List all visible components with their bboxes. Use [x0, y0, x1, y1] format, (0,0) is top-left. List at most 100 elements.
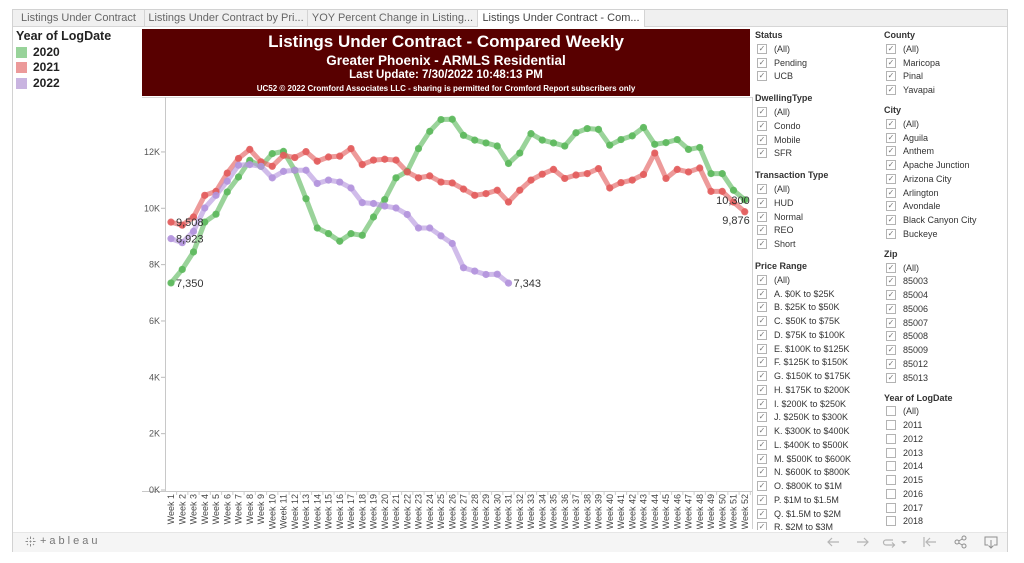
filter-checkbox-item[interactable]: ✓ 85013: [884, 371, 1005, 385]
data-point-2020[interactable]: [628, 132, 636, 140]
checkbox-checked[interactable]: ✓: [757, 453, 767, 464]
filter-checkbox-item[interactable]: ✓ L. $400K to $500K: [755, 438, 880, 452]
data-point-2020[interactable]: [426, 127, 434, 135]
filter-checkbox-item[interactable]: ✓ Avondale: [884, 200, 1005, 214]
filter-checkbox-item[interactable]: ✓ D. $75K to $100K: [755, 328, 880, 342]
filter-checkbox-item[interactable]: ✓ 85006: [884, 302, 1005, 316]
filter-checkbox-item[interactable]: ✓ J. $250K to $300K: [755, 411, 880, 425]
checkbox-checked[interactable]: ✓: [886, 132, 896, 143]
data-point-2020[interactable]: [336, 237, 344, 245]
checkbox-checked[interactable]: ✓: [886, 118, 896, 129]
tab-listings-under-contract[interactable]: Listings Under Contract: [13, 10, 145, 26]
filter-checkbox-item[interactable]: ✓ Arlington: [884, 186, 1005, 200]
checkbox-checked[interactable]: ✓: [886, 317, 896, 328]
filter-checkbox-item[interactable]: ✓ 85012: [884, 357, 1005, 371]
data-point-2021[interactable]: [572, 171, 580, 179]
checkbox-checked[interactable]: ✓: [757, 494, 767, 505]
data-point-2021[interactable]: [459, 185, 468, 193]
data-point-2022[interactable]: [448, 239, 456, 248]
data-point-2021[interactable]: [178, 221, 186, 229]
filter-checkbox-item[interactable]: ✓ C. $50K to $75K: [755, 314, 880, 328]
filter-checkbox-item[interactable]: ✓ Anthem: [884, 145, 1005, 159]
filter-checkbox-item[interactable]: 2015: [884, 473, 1005, 487]
filter-checkbox-item[interactable]: 2014: [884, 460, 1005, 474]
data-point-2020[interactable]: [572, 129, 580, 137]
tableau-logo[interactable]: +ableau: [25, 535, 100, 547]
checkbox-checked[interactable]: ✓: [757, 398, 767, 409]
checkbox-checked[interactable]: ✓: [757, 426, 767, 437]
checkbox-checked[interactable]: ✓: [757, 357, 767, 368]
data-point-2020[interactable]: [549, 139, 558, 147]
data-point-2021[interactable]: [437, 178, 445, 186]
data-point-2020[interactable]: [459, 131, 468, 139]
data-point-2022[interactable]: [302, 166, 310, 174]
data-point-2020[interactable]: [392, 174, 400, 182]
data-point-2020[interactable]: [448, 115, 456, 123]
checkbox-checked[interactable]: ✓: [757, 225, 767, 236]
checkbox-checked[interactable]: ✓: [886, 303, 896, 314]
data-point-2020[interactable]: [504, 159, 513, 168]
data-point-2021[interactable]: [606, 184, 614, 192]
checkbox-checked[interactable]: ✓: [757, 107, 767, 118]
data-point-2022[interactable]: [369, 199, 378, 208]
data-point-2022[interactable]: [403, 210, 411, 219]
data-point-2022[interactable]: [414, 224, 423, 232]
filter-checkbox-item[interactable]: ✓ 85009: [884, 343, 1005, 357]
data-point-2020[interactable]: [201, 218, 209, 226]
checkbox-checked[interactable]: ✓: [757, 329, 767, 340]
data-point-2022[interactable]: [223, 177, 231, 185]
data-point-2022[interactable]: [504, 279, 513, 287]
filter-checkbox-item[interactable]: ✓ Mobile: [755, 133, 880, 147]
data-point-2021[interactable]: [594, 164, 603, 173]
series-line-2020[interactable]: [168, 116, 748, 286]
data-point-2021[interactable]: [527, 176, 535, 184]
data-point-2021[interactable]: [336, 152, 344, 160]
data-point-2021[interactable]: [201, 191, 209, 199]
data-point-2022[interactable]: [291, 166, 299, 174]
data-point-2022[interactable]: [246, 161, 254, 169]
checkbox-checked[interactable]: ✓: [757, 57, 767, 68]
revert-dropdown-button[interactable]: [899, 535, 909, 549]
data-point-2020[interactable]: [617, 135, 625, 144]
data-point-2021[interactable]: [673, 165, 681, 174]
checkbox-checked[interactable]: ✓: [757, 71, 767, 82]
data-point-2021[interactable]: [392, 156, 400, 164]
data-point-2022[interactable]: [257, 162, 265, 170]
data-point-2020[interactable]: [223, 188, 231, 196]
data-point-2020[interactable]: [358, 231, 366, 239]
data-point-2020[interactable]: [313, 224, 321, 232]
data-point-2021[interactable]: [279, 151, 288, 159]
data-point-2022[interactable]: [347, 184, 355, 192]
checkbox-checked[interactable]: ✓: [886, 345, 896, 356]
checkbox-unchecked[interactable]: [886, 447, 896, 458]
filter-checkbox-item[interactable]: ✓ Black Canyon City: [884, 213, 1005, 227]
data-point-2022[interactable]: [178, 239, 186, 247]
checkbox-checked[interactable]: ✓: [757, 288, 767, 299]
legend-item-2022[interactable]: 2022: [16, 76, 60, 90]
checkbox-checked[interactable]: ✓: [757, 371, 767, 382]
data-point-2020[interactable]: [606, 141, 614, 149]
data-point-2021[interactable]: [684, 168, 693, 176]
data-point-2020[interactable]: [594, 125, 603, 133]
undo-button[interactable]: [825, 535, 841, 549]
data-point-2022[interactable]: [279, 167, 288, 175]
filter-checkbox-item[interactable]: 2017: [884, 501, 1005, 515]
data-point-2022[interactable]: [212, 191, 220, 199]
checkbox-checked[interactable]: ✓: [886, 71, 896, 82]
checkbox-checked[interactable]: ✓: [757, 412, 767, 423]
data-point-2021[interactable]: [628, 176, 636, 184]
data-point-2020[interactable]: [493, 142, 501, 150]
filter-checkbox-item[interactable]: ✓ H. $175K to $200K: [755, 383, 880, 397]
filter-checkbox-item[interactable]: ✓ B. $25K to $50K: [755, 301, 880, 315]
data-point-2021[interactable]: [223, 169, 231, 177]
data-point-2022[interactable]: [167, 235, 175, 243]
checkbox-checked[interactable]: ✓: [757, 197, 767, 208]
data-point-2021[interactable]: [448, 179, 456, 187]
checkbox-checked[interactable]: ✓: [886, 331, 896, 342]
checkbox-checked[interactable]: ✓: [886, 215, 896, 226]
data-point-2022[interactable]: [482, 270, 490, 279]
filter-checkbox-item[interactable]: ✓ Pinal: [884, 70, 1005, 84]
checkbox-checked[interactable]: ✓: [886, 43, 896, 54]
data-point-2020[interactable]: [583, 124, 591, 133]
